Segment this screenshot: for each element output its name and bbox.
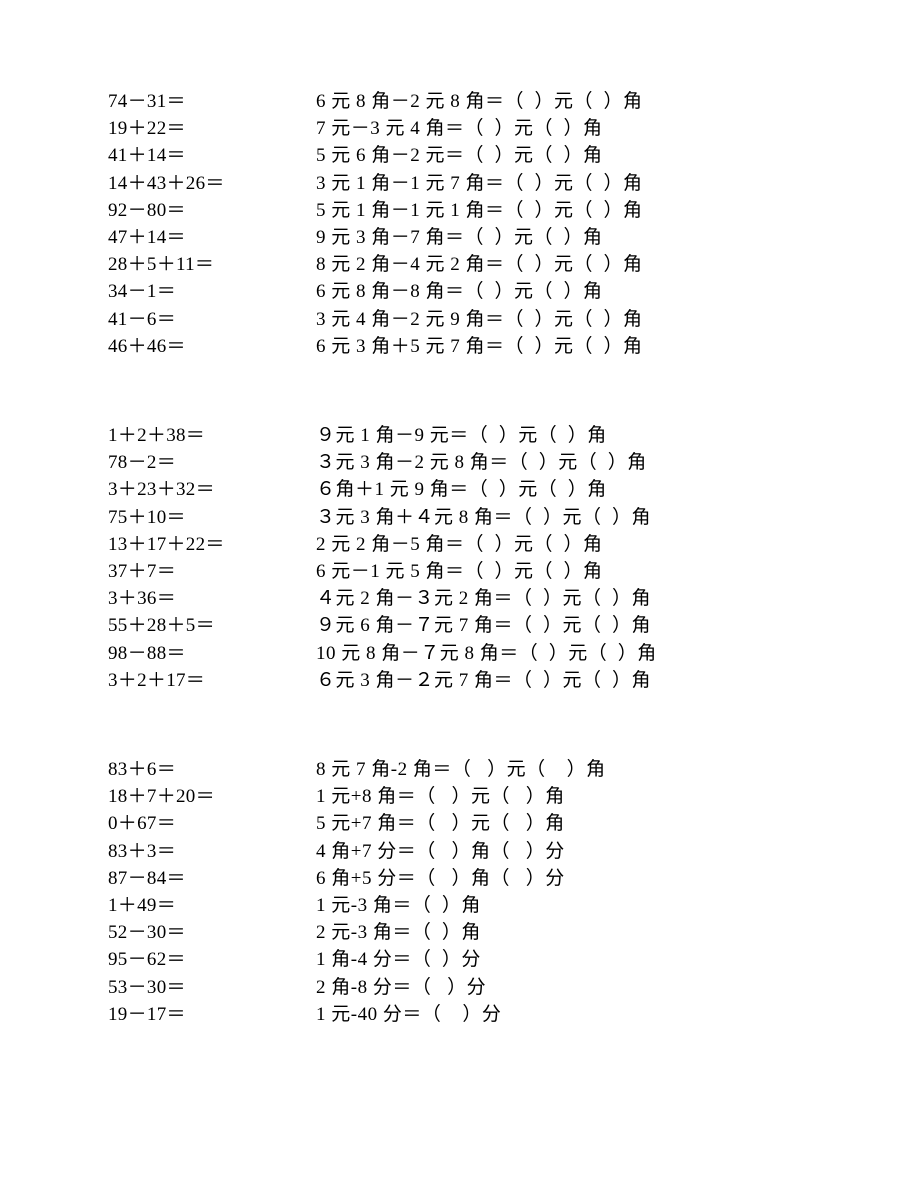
arithmetic-problem: 1＋49＝ [108, 892, 316, 919]
arithmetic-problem: 92－80＝ [108, 197, 316, 224]
arithmetic-problem: 78－2＝ [108, 449, 316, 476]
currency-problem: ９元 6 角－７元 7 角＝（ ）元（ ）角 [316, 612, 651, 639]
currency-problem: 8 元 2 角－4 元 2 角＝（ ）元（ ）角 [316, 251, 643, 278]
exercise-row: 52－30＝2 元-3 角＝（ ）角 [108, 919, 920, 946]
arithmetic-problem: 55＋28＋5＝ [108, 612, 316, 639]
exercise-block: 1＋2＋38＝９元 1 角－9 元＝（ ）元（ ）角78－2＝３元 3 角－2 … [108, 422, 920, 694]
exercise-row: 18＋7＋20＝1 元+8 角＝（ ）元（ ）角 [108, 783, 920, 810]
currency-problem: 2 角-8 分＝（ ）分 [316, 974, 486, 1001]
exercise-row: 83＋6＝8 元 7 角-2 角＝（ ）元（ ）角 [108, 756, 920, 783]
arithmetic-problem: 98－88＝ [108, 640, 316, 667]
exercise-row: 41＋14＝5 元 6 角－2 元＝（ ）元（ ）角 [108, 142, 920, 169]
currency-problem: 5 元 1 角－1 元 1 角＝（ ）元（ ）角 [316, 197, 643, 224]
exercise-row: 13＋17＋22＝2 元 2 角－5 角＝（ ）元（ ）角 [108, 531, 920, 558]
currency-problem: 1 元-3 角＝（ ）角 [316, 892, 481, 919]
currency-problem: 6 元 3 角＋5 元 7 角＝（ ）元（ ）角 [316, 333, 643, 360]
exercise-row: 3＋23＋32＝６角＋1 元 9 角＝（ ）元（ ）角 [108, 476, 920, 503]
arithmetic-problem: 83＋3＝ [108, 838, 316, 865]
exercise-row: 3＋36＝４元 2 角－３元 2 角＝（ ）元（ ）角 [108, 585, 920, 612]
currency-problem: 6 元 8 角－8 角＝（ ）元（ ）角 [316, 278, 603, 305]
currency-problem: 3 元 1 角－1 元 7 角＝（ ）元（ ）角 [316, 170, 643, 197]
exercise-row: 98－88＝10 元 8 角－７元 8 角＝（ ）元（ ）角 [108, 640, 920, 667]
exercise-row: 92－80＝5 元 1 角－1 元 1 角＝（ ）元（ ）角 [108, 197, 920, 224]
exercise-row: 47＋14＝9 元 3 角－7 角＝（ ）元（ ）角 [108, 224, 920, 251]
currency-problem: ３元 3 角＋４元 8 角＝（ ）元（ ）角 [316, 504, 651, 531]
currency-problem: 6 元－1 元 5 角＝（ ）元（ ）角 [316, 558, 603, 585]
arithmetic-problem: 3＋36＝ [108, 585, 316, 612]
exercise-row: 1＋2＋38＝９元 1 角－9 元＝（ ）元（ ）角 [108, 422, 920, 449]
currency-problem: ９元 1 角－9 元＝（ ）元（ ）角 [316, 422, 607, 449]
currency-problem: ６元 3 角－２元 7 角＝（ ）元（ ）角 [316, 667, 651, 694]
exercise-row: 41－6＝3 元 4 角－2 元 9 角＝（ ）元（ ）角 [108, 306, 920, 333]
exercise-row: 19＋22＝7 元－3 元 4 角＝（ ）元（ ）角 [108, 115, 920, 142]
exercise-row: 19－17＝1 元-40 分＝（ ）分 [108, 1001, 920, 1028]
currency-problem: 1 元-40 分＝（ ）分 [316, 1001, 501, 1028]
exercise-row: 87－84＝6 角+5 分＝（ ）角（ ）分 [108, 865, 920, 892]
arithmetic-problem: 19－17＝ [108, 1001, 316, 1028]
arithmetic-problem: 3＋2＋17＝ [108, 667, 316, 694]
currency-problem: ６角＋1 元 9 角＝（ ）元（ ）角 [316, 476, 607, 503]
exercise-row: 83＋3＝4 角+7 分＝（ ）角（ ）分 [108, 838, 920, 865]
arithmetic-problem: 19＋22＝ [108, 115, 316, 142]
arithmetic-problem: 41＋14＝ [108, 142, 316, 169]
worksheet-page: 74－31＝6 元 8 角－2 元 8 角＝（ ）元（ ）角19＋22＝7 元－… [0, 0, 920, 1028]
currency-problem: 5 元 6 角－2 元＝（ ）元（ ）角 [316, 142, 603, 169]
arithmetic-problem: 74－31＝ [108, 88, 316, 115]
exercise-row: 53－30＝2 角-8 分＝（ ）分 [108, 974, 920, 1001]
arithmetic-problem: 0＋67＝ [108, 810, 316, 837]
arithmetic-problem: 14＋43＋26＝ [108, 170, 316, 197]
currency-problem: 6 元 8 角－2 元 8 角＝（ ）元（ ）角 [316, 88, 643, 115]
currency-problem: 2 元-3 角＝（ ）角 [316, 919, 481, 946]
exercise-row: 28＋5＋11＝8 元 2 角－4 元 2 角＝（ ）元（ ）角 [108, 251, 920, 278]
arithmetic-problem: 75＋10＝ [108, 504, 316, 531]
currency-problem: ４元 2 角－３元 2 角＝（ ）元（ ）角 [316, 585, 651, 612]
exercise-row: 3＋2＋17＝６元 3 角－２元 7 角＝（ ）元（ ）角 [108, 667, 920, 694]
exercise-row: 34－1＝6 元 8 角－8 角＝（ ）元（ ）角 [108, 278, 920, 305]
currency-problem: 8 元 7 角-2 角＝（ ）元（ ）角 [316, 756, 606, 783]
arithmetic-problem: 1＋2＋38＝ [108, 422, 316, 449]
exercise-row: 95－62＝1 角-4 分＝（ ）分 [108, 946, 920, 973]
exercise-block: 74－31＝6 元 8 角－2 元 8 角＝（ ）元（ ）角19＋22＝7 元－… [108, 88, 920, 360]
currency-problem: 1 角-4 分＝（ ）分 [316, 946, 481, 973]
currency-problem: 2 元 2 角－5 角＝（ ）元（ ）角 [316, 531, 603, 558]
arithmetic-problem: 13＋17＋22＝ [108, 531, 316, 558]
exercise-row: 74－31＝6 元 8 角－2 元 8 角＝（ ）元（ ）角 [108, 88, 920, 115]
currency-problem: 4 角+7 分＝（ ）角（ ）分 [316, 838, 565, 865]
arithmetic-problem: 18＋7＋20＝ [108, 783, 316, 810]
exercise-block: 83＋6＝8 元 7 角-2 角＝（ ）元（ ）角18＋7＋20＝1 元+8 角… [108, 756, 920, 1028]
arithmetic-problem: 83＋6＝ [108, 756, 316, 783]
exercise-row: 0＋67＝5 元+7 角＝（ ）元（ ）角 [108, 810, 920, 837]
arithmetic-problem: 47＋14＝ [108, 224, 316, 251]
exercise-row: 1＋49＝1 元-3 角＝（ ）角 [108, 892, 920, 919]
exercise-row: 78－2＝３元 3 角－2 元 8 角＝（ ）元（ ）角 [108, 449, 920, 476]
arithmetic-problem: 53－30＝ [108, 974, 316, 1001]
currency-problem: ３元 3 角－2 元 8 角＝（ ）元（ ）角 [316, 449, 647, 476]
exercise-row: 46＋46＝6 元 3 角＋5 元 7 角＝（ ）元（ ）角 [108, 333, 920, 360]
exercise-row: 14＋43＋26＝3 元 1 角－1 元 7 角＝（ ）元（ ）角 [108, 170, 920, 197]
arithmetic-problem: 3＋23＋32＝ [108, 476, 316, 503]
exercise-row: 37＋7＝6 元－1 元 5 角＝（ ）元（ ）角 [108, 558, 920, 585]
arithmetic-problem: 52－30＝ [108, 919, 316, 946]
currency-problem: 6 角+5 分＝（ ）角（ ）分 [316, 865, 565, 892]
arithmetic-problem: 34－1＝ [108, 278, 316, 305]
currency-problem: 1 元+8 角＝（ ）元（ ）角 [316, 783, 565, 810]
arithmetic-problem: 41－6＝ [108, 306, 316, 333]
arithmetic-problem: 37＋7＝ [108, 558, 316, 585]
currency-problem: 3 元 4 角－2 元 9 角＝（ ）元（ ）角 [316, 306, 643, 333]
currency-problem: 10 元 8 角－７元 8 角＝（ ）元（ ）角 [316, 640, 657, 667]
arithmetic-problem: 95－62＝ [108, 946, 316, 973]
arithmetic-problem: 87－84＝ [108, 865, 316, 892]
exercise-row: 75＋10＝３元 3 角＋４元 8 角＝（ ）元（ ）角 [108, 504, 920, 531]
currency-problem: 9 元 3 角－7 角＝（ ）元（ ）角 [316, 224, 603, 251]
arithmetic-problem: 28＋5＋11＝ [108, 251, 316, 278]
exercise-row: 55＋28＋5＝９元 6 角－７元 7 角＝（ ）元（ ）角 [108, 612, 920, 639]
arithmetic-problem: 46＋46＝ [108, 333, 316, 360]
currency-problem: 5 元+7 角＝（ ）元（ ）角 [316, 810, 565, 837]
currency-problem: 7 元－3 元 4 角＝（ ）元（ ）角 [316, 115, 603, 142]
